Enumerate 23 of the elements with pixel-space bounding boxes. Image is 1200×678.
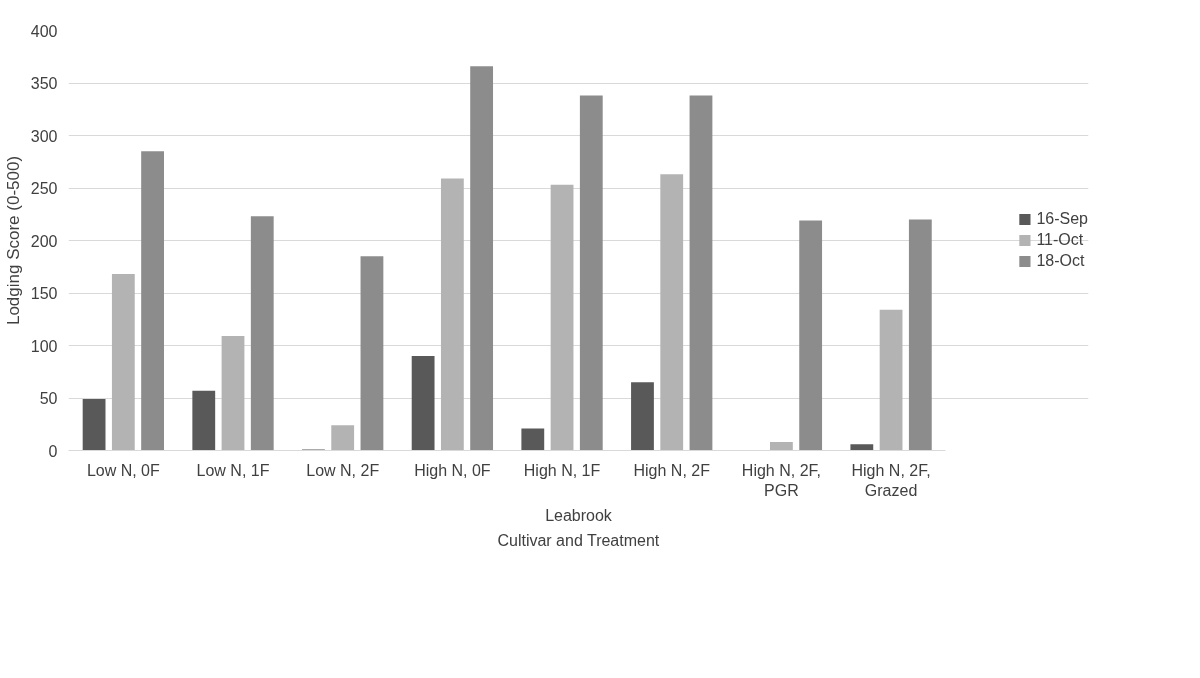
legend-label: 11-Oct: [1036, 231, 1084, 249]
y-tick-label: 100: [30, 337, 58, 355]
legend-label: 16-Sep: [1036, 210, 1088, 228]
x-tick-label: High N, 0F: [414, 461, 491, 479]
y-tick-label: 400: [30, 22, 58, 40]
x-tick-label: Low N, 2F: [306, 461, 380, 479]
y-tick-label: 200: [30, 232, 58, 250]
y-axis-title: Lodging Score (0-500): [3, 155, 23, 326]
y-tick-label: 50: [39, 390, 58, 407]
x-tick-label: High N, 2F: [633, 461, 711, 479]
text: Leabrook: [545, 506, 613, 524]
y-tick-label: 250: [30, 180, 58, 197]
x-tick-label: High N, 1F: [523, 461, 601, 479]
y-tick-label: 0: [48, 442, 58, 460]
x-tick-label: Low N, 0F: [86, 461, 161, 479]
x-tick-label: High N, 2F, Grazed: [851, 461, 931, 499]
x-axis-title: Cultivar and Treatment: [497, 531, 660, 549]
x-tick-label: Low N, 1F: [196, 461, 270, 479]
y-tick-label: 350: [30, 75, 58, 92]
x-tick-label: High N, 2F, PGR: [741, 461, 821, 499]
y-tick-label: 300: [30, 127, 58, 145]
legend-label: 18-Oct: [1036, 252, 1085, 270]
y-tick-label: 150: [30, 285, 58, 302]
